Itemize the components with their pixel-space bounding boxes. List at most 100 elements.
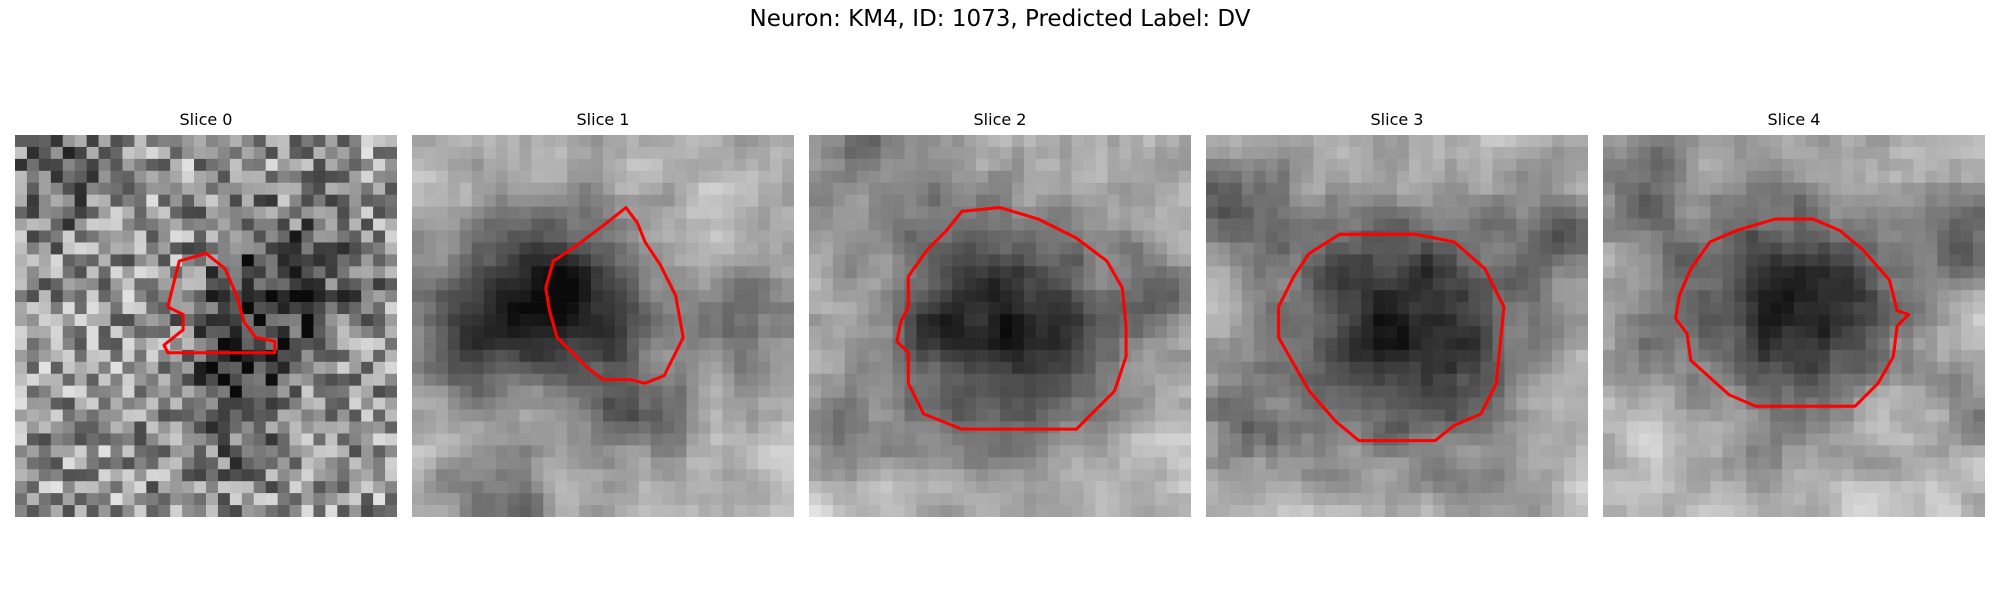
image-pixel (1313, 493, 1326, 506)
image-pixel (579, 135, 592, 148)
image-pixel (423, 206, 437, 219)
image-pixel (325, 326, 338, 339)
image-pixel (1107, 278, 1120, 291)
image-pixel (809, 469, 822, 482)
image-pixel (1206, 206, 1219, 219)
image-pixel (423, 242, 437, 255)
image-pixel (241, 146, 255, 160)
image-pixel (1746, 373, 1759, 386)
image-pixel (1504, 469, 1517, 482)
image-pixel (1480, 505, 1493, 517)
image-pixel (495, 337, 508, 351)
image-pixel (1961, 349, 1974, 363)
image-pixel (940, 493, 953, 506)
image-pixel (1373, 206, 1386, 219)
image-pixel (976, 266, 989, 279)
image-pixel (940, 326, 953, 339)
image-pixel (1576, 206, 1588, 219)
image-pixel (722, 146, 735, 160)
image-pixel (1504, 158, 1517, 172)
image-pixel (1770, 457, 1783, 470)
image-pixel (98, 493, 111, 506)
image-pixel (1758, 349, 1771, 363)
image-pixel (1829, 361, 1843, 375)
image-pixel (820, 481, 834, 494)
image-pixel (1000, 135, 1013, 148)
image-pixel (265, 397, 278, 410)
image-pixel (1167, 135, 1180, 148)
image-pixel (710, 146, 723, 160)
image-pixel (674, 445, 687, 458)
image-pixel (385, 302, 397, 315)
image-pixel (1686, 373, 1699, 386)
image-pixel (1155, 505, 1168, 517)
image-pixel (1420, 206, 1434, 219)
image-pixel (746, 158, 759, 172)
image-pixel (1865, 170, 1878, 184)
image-pixel (1516, 373, 1529, 386)
image-pixel (638, 278, 652, 291)
image-pixel (1710, 314, 1723, 327)
image-pixel (686, 170, 699, 184)
image-pixel (1217, 326, 1231, 339)
image-pixel (373, 433, 386, 446)
image-pixel (1650, 421, 1663, 434)
image-pixel (1277, 230, 1290, 243)
image-pixel (361, 302, 374, 315)
image-pixel (1853, 445, 1866, 458)
image-pixel (1059, 302, 1072, 315)
image-pixel (1638, 337, 1652, 351)
image-pixel (579, 158, 592, 172)
image-pixel (844, 469, 858, 482)
image-pixel (1746, 457, 1759, 470)
image-pixel (1119, 158, 1132, 172)
image-pixel (301, 278, 314, 291)
image-pixel (98, 278, 111, 291)
image-pixel (1540, 170, 1553, 184)
image-pixel (194, 433, 207, 446)
image-pixel (1373, 361, 1386, 375)
image-pixel (146, 146, 159, 160)
image-pixel (1710, 278, 1723, 291)
image-pixel (758, 302, 771, 315)
image-pixel (1265, 349, 1278, 363)
image-pixel (770, 481, 783, 494)
image-pixel (1155, 349, 1168, 363)
image-pixel (904, 397, 917, 410)
image-pixel (844, 421, 858, 434)
image-pixel (301, 481, 314, 494)
image-pixel (1000, 146, 1013, 160)
image-pixel (1698, 278, 1711, 291)
image-pixel (1540, 266, 1553, 279)
image-pixel (98, 505, 111, 517)
image-pixel (1949, 206, 1962, 219)
image-pixel (301, 421, 314, 434)
image-pixel (1095, 146, 1108, 160)
image-pixel (892, 445, 905, 458)
image-pixel (217, 493, 231, 506)
image-pixel (988, 194, 1001, 207)
image-pixel (1925, 158, 1938, 172)
image-pixel (1540, 337, 1553, 351)
image-pixel (1253, 266, 1266, 279)
image-pixel (1901, 445, 1914, 458)
image-pixel (1710, 409, 1723, 422)
image-pixel (1071, 158, 1084, 172)
image-pixel (373, 302, 386, 315)
image-pixel (206, 290, 219, 303)
image-pixel (146, 254, 159, 267)
image-pixel (1758, 302, 1771, 315)
image-pixel (1961, 146, 1974, 160)
image-pixel (1337, 170, 1350, 184)
image-pixel (809, 385, 822, 398)
image-pixel (1432, 373, 1446, 386)
image-pixel (50, 493, 64, 506)
image-pixel (892, 469, 905, 482)
image-pixel (1131, 302, 1144, 315)
image-pixel (734, 457, 747, 470)
image-pixel (1674, 397, 1687, 410)
image-pixel (1603, 206, 1616, 219)
image-pixel (674, 469, 687, 482)
image-pixel (758, 170, 771, 184)
image-pixel (1420, 421, 1434, 434)
